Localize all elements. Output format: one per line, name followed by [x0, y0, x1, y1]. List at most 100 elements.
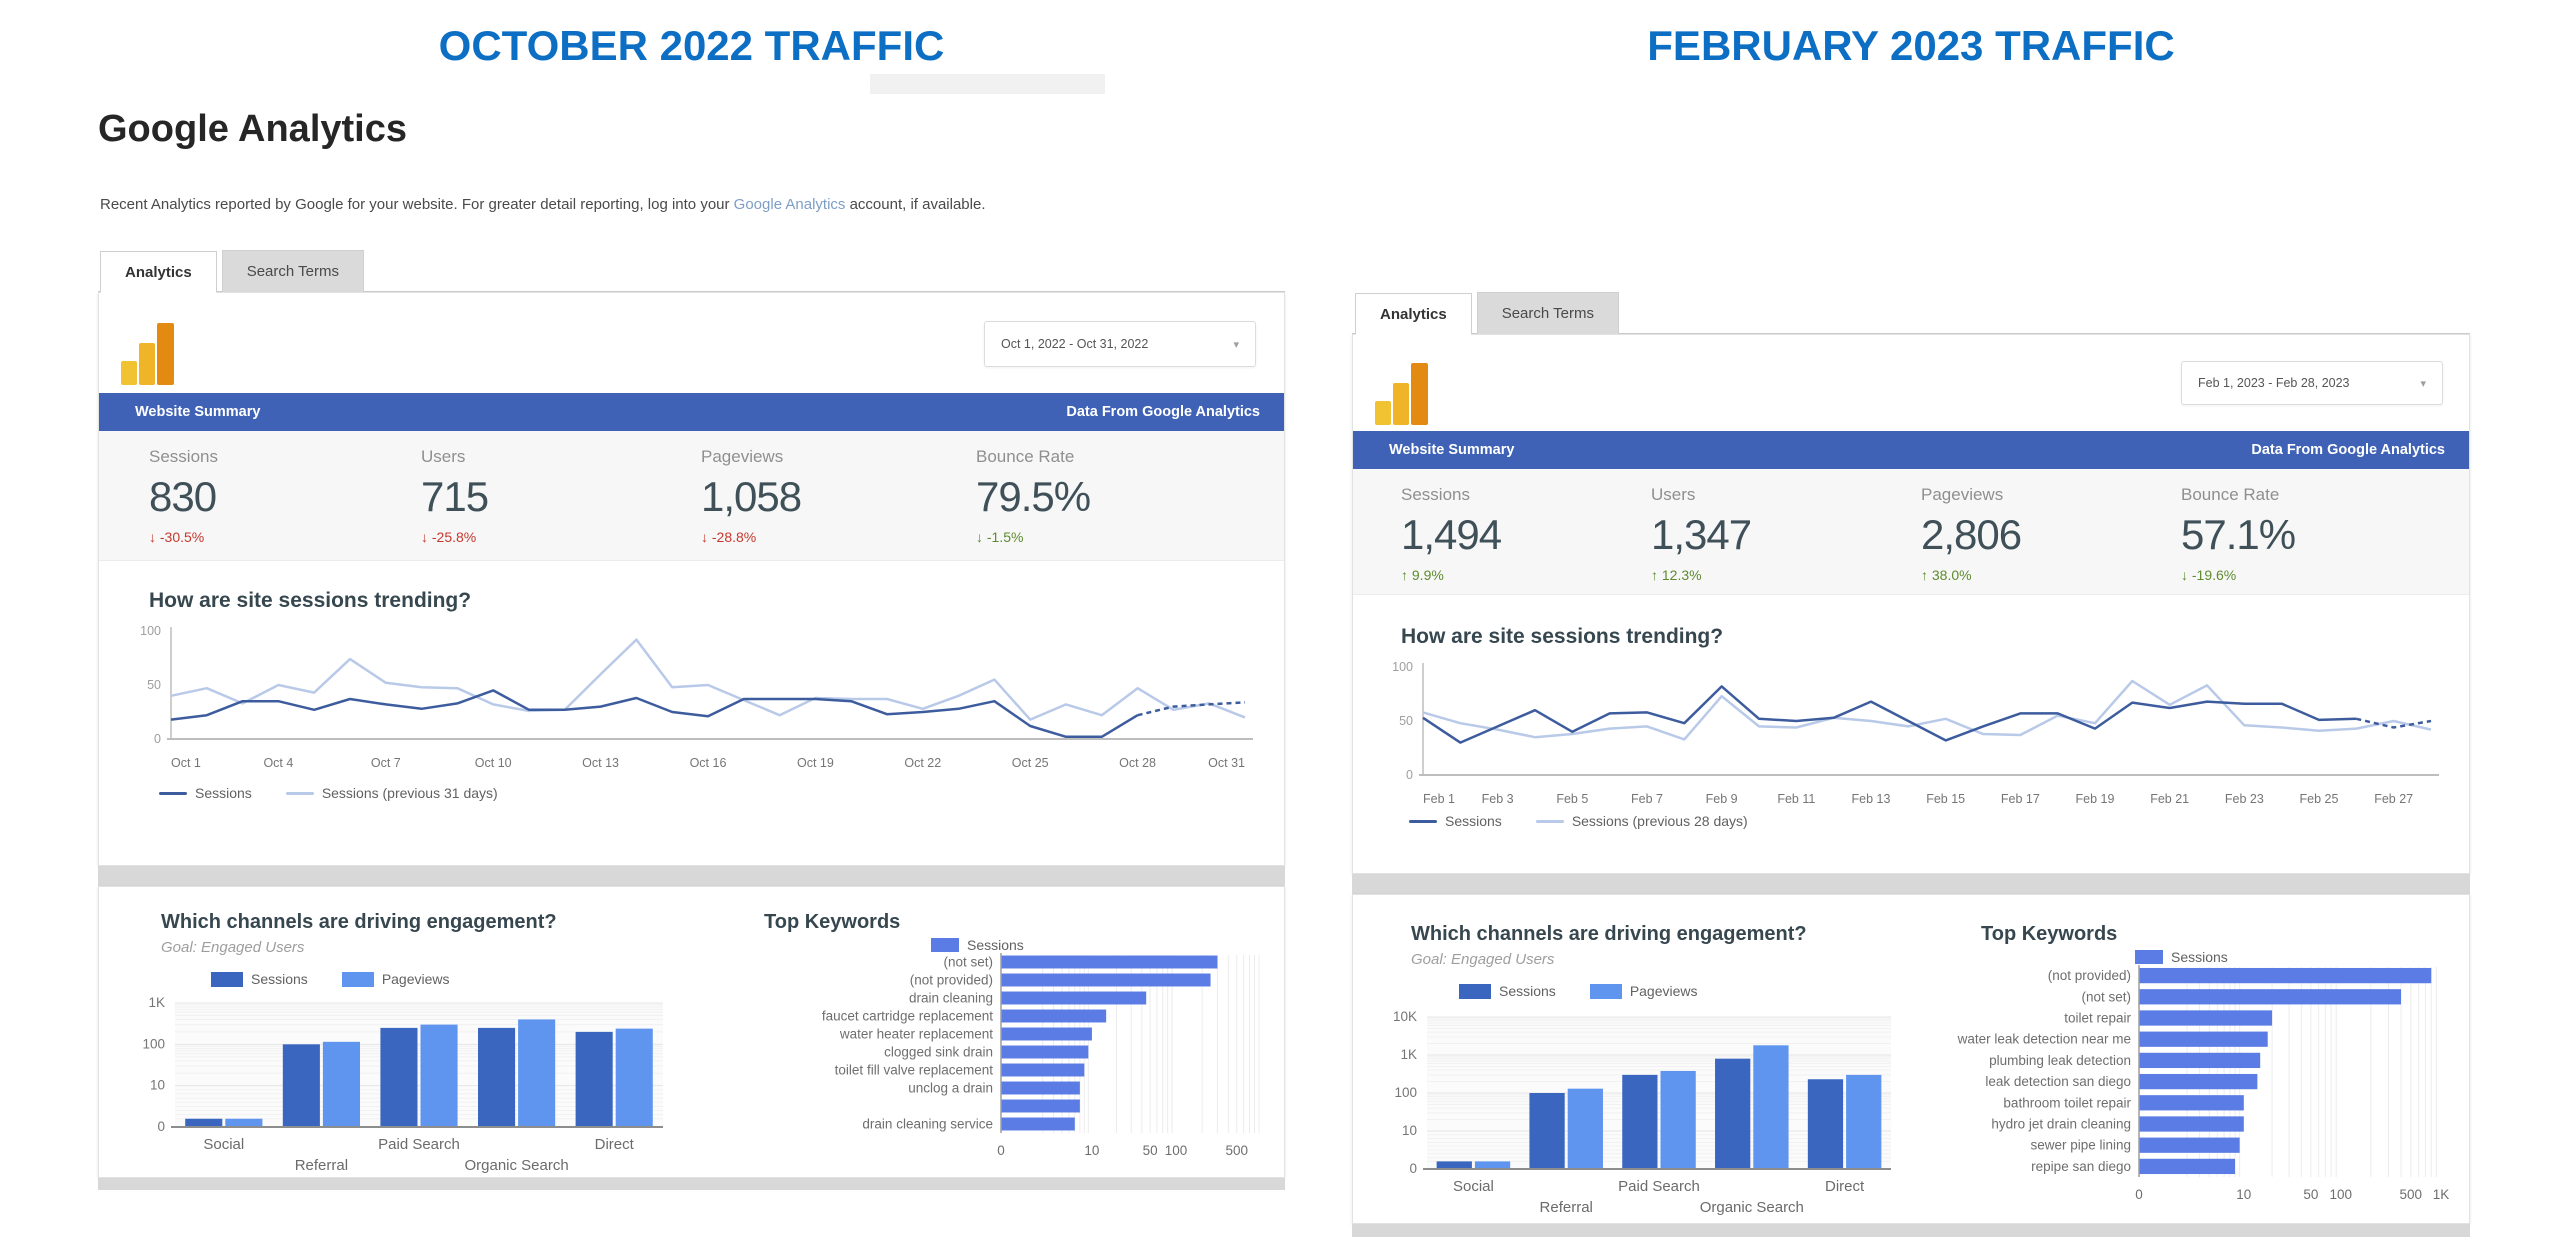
svg-text:water heater replacement: water heater replacement	[839, 1027, 993, 1042]
svg-text:water leak detection near me: water leak detection near me	[1957, 1032, 2131, 1047]
svg-text:Feb 11: Feb 11	[1777, 792, 1815, 806]
stat-label: Sessions	[1401, 485, 1470, 504]
pageviews-bar-swatch	[1589, 983, 1622, 999]
stat-value: 830	[149, 473, 217, 520]
stat-label: Users	[1651, 485, 1696, 504]
svg-text:Feb 27: Feb 27	[2374, 792, 2413, 806]
svg-text:Oct 4: Oct 4	[263, 756, 293, 770]
svg-text:Feb 21: Feb 21	[2150, 792, 2189, 806]
left-tab-underline	[98, 291, 1285, 292]
legend-label: Pageviews	[1629, 983, 1698, 999]
stat-bounce-rate: Bounce Rate 57.1% ↓ -19.6%	[2181, 485, 2296, 583]
svg-text:100: 100	[2329, 1187, 2352, 1202]
left-summary-card: Oct 1, 2022 - Oct 31, 2022 ▾ Website Sum…	[98, 292, 1285, 866]
svg-text:0: 0	[1409, 1161, 1417, 1176]
left-tab-analytics[interactable]: Analytics	[100, 251, 217, 293]
svg-text:Organic Search: Organic Search	[1700, 1199, 1804, 1216]
left-tab-bar: Analytics Search Terms	[100, 250, 364, 293]
svg-text:Oct 25: Oct 25	[1012, 756, 1049, 770]
svg-text:10: 10	[1084, 1143, 1099, 1158]
left-summary-bar: Website Summary Data From Google Analyti…	[99, 393, 1284, 431]
left-card-bottom-strip	[98, 1178, 1285, 1190]
svg-text:Oct 22: Oct 22	[904, 756, 941, 770]
date-dropdown-caret-icon: ▾	[2420, 377, 2426, 390]
svg-text:50: 50	[2303, 1187, 2318, 1202]
stat-delta: ↓ -28.8%	[701, 529, 757, 545]
svg-text:0: 0	[154, 732, 161, 746]
pageviews-bar-swatch	[341, 971, 374, 987]
svg-text:(not provided): (not provided)	[910, 973, 993, 988]
keyword-bar-swatch	[2135, 950, 2163, 964]
svg-text:10: 10	[1402, 1123, 1417, 1138]
svg-text:100: 100	[1392, 660, 1413, 674]
legend-label: Sessions	[195, 785, 252, 801]
legend-label: Sessions	[2171, 949, 2228, 965]
svg-text:500: 500	[1225, 1143, 1248, 1158]
svg-text:Feb 15: Feb 15	[1926, 792, 1965, 806]
stat-pageviews: Pageviews 1,058 ↓ -28.8%	[701, 447, 802, 545]
legend-label: Sessions	[1499, 983, 1556, 999]
legend-label: Sessions	[1445, 813, 1502, 829]
svg-text:drain cleaning: drain cleaning	[909, 991, 993, 1006]
legend-label: Sessions	[251, 971, 308, 987]
stat-value: 1,058	[701, 473, 802, 520]
left-channels-subtitle: Goal: Engaged Users	[161, 939, 305, 956]
right-tab-analytics[interactable]: Analytics	[1355, 293, 1472, 335]
left-date-range-value: Oct 1, 2022 - Oct 31, 2022	[1001, 337, 1149, 351]
svg-text:50: 50	[147, 678, 161, 692]
date-dropdown-caret-icon: ▾	[1233, 338, 1239, 351]
right-channels-heading: Which channels are driving engagement?	[1411, 923, 1807, 945]
svg-text:10K: 10K	[1393, 1011, 1417, 1024]
left-tab-search-terms[interactable]: Search Terms	[221, 250, 364, 292]
google-analytics-heading: Google Analytics	[98, 108, 407, 150]
svg-text:Social: Social	[203, 1136, 244, 1153]
svg-text:Feb 17: Feb 17	[2001, 792, 2040, 806]
svg-text:clogged sink drain: clogged sink drain	[884, 1045, 993, 1060]
svg-text:0: 0	[157, 1119, 165, 1134]
left-engagement-card: Which channels are driving engagement? G…	[98, 886, 1285, 1178]
svg-text:Oct 13: Oct 13	[582, 756, 619, 770]
svg-text:Feb 3: Feb 3	[1482, 792, 1514, 806]
left-channels-heading: Which channels are driving engagement?	[161, 911, 557, 933]
sessions-bar-swatch	[1459, 983, 1491, 999]
svg-text:faucet cartridge replacement: faucet cartridge replacement	[822, 1009, 993, 1024]
svg-text:hydro jet drain cleaning: hydro jet drain cleaning	[1991, 1117, 2131, 1132]
stat-users: Users 715 ↓ -25.8%	[421, 447, 489, 545]
left-date-range-selector[interactable]: Oct 1, 2022 - Oct 31, 2022 ▾	[984, 321, 1256, 367]
legend-label: Sessions (previous 28 days)	[1571, 813, 1748, 829]
right-date-range-selector[interactable]: Feb 1, 2023 - Feb 28, 2023 ▾	[2181, 361, 2443, 405]
svg-text:Oct 28: Oct 28	[1119, 756, 1156, 770]
svg-text:100: 100	[140, 624, 161, 638]
keyword-bar-swatch	[931, 938, 959, 952]
left-stats-band: Sessions 830 ↓ -30.5% Users 715 ↓ -25.8%…	[99, 431, 1284, 561]
svg-text:0: 0	[1406, 768, 1413, 782]
website-summary-label: Website Summary	[135, 404, 261, 420]
right-engagement-card: Which channels are driving engagement? G…	[1352, 894, 2470, 1224]
stat-label: Pageviews	[1921, 485, 2004, 504]
google-analytics-link[interactable]: Google Analytics	[733, 196, 846, 213]
right-date-range-value: Feb 1, 2023 - Feb 28, 2023	[2198, 376, 2350, 390]
sessions-line-swatch	[159, 791, 187, 795]
right-tab-search-terms[interactable]: Search Terms	[1476, 292, 1619, 334]
svg-text:Organic Search: Organic Search	[464, 1157, 568, 1174]
right-summary-bar: Website Summary Data From Google Analyti…	[1353, 431, 2469, 469]
svg-text:Referral: Referral	[1540, 1199, 1593, 1216]
svg-text:0: 0	[997, 1143, 1005, 1158]
stat-value: 715	[421, 473, 489, 520]
left-trend-legend: Sessions Sessions (previous 31 days)	[159, 785, 522, 801]
svg-text:Paid Search: Paid Search	[378, 1136, 460, 1153]
right-stats-band: Sessions 1,494 ↑ 9.9% Users 1,347 ↑ 12.3…	[1353, 469, 2469, 595]
svg-text:10: 10	[2236, 1187, 2251, 1202]
google-analytics-logo-icon	[121, 323, 183, 385]
svg-text:Feb 5: Feb 5	[1556, 792, 1588, 806]
svg-text:Paid Search: Paid Search	[1618, 1178, 1700, 1195]
screenshot-artifact	[870, 74, 1105, 94]
svg-text:10: 10	[150, 1078, 165, 1093]
svg-text:plumbing leak detection: plumbing leak detection	[1989, 1053, 2131, 1068]
stat-value: 2,806	[1921, 511, 2022, 558]
svg-text:Referral: Referral	[295, 1157, 348, 1174]
svg-text:50: 50	[1143, 1143, 1158, 1158]
right-section-divider	[1352, 874, 2470, 894]
svg-text:500: 500	[2399, 1187, 2422, 1202]
